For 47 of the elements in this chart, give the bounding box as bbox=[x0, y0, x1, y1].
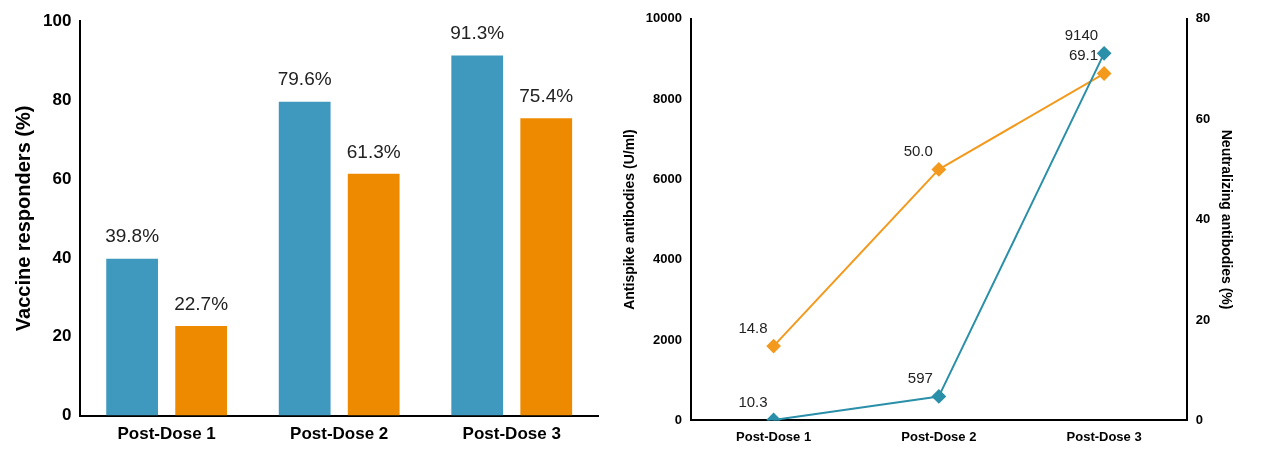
bar bbox=[347, 173, 400, 416]
x-tick-label: Post-Dose 3 bbox=[1066, 428, 1142, 444]
data-label: 69.1 bbox=[1068, 46, 1099, 64]
y-tick-label: 10000 bbox=[645, 10, 682, 26]
x-tick-label: Post-Dose 2 bbox=[901, 428, 977, 444]
bar bbox=[451, 55, 504, 416]
y2-tick-label: 20 bbox=[1195, 311, 1211, 327]
x-tick-label: Post-Dose 1 bbox=[117, 424, 216, 444]
data-label: 22.7% bbox=[174, 292, 229, 314]
y-axis-title: Vaccine responders (%) bbox=[11, 105, 34, 332]
data-label: 10.3 bbox=[738, 392, 768, 410]
y-tick-label: 40 bbox=[52, 247, 72, 267]
point bbox=[1097, 66, 1112, 81]
y2-axis-title: Neutralizing antibodies (%) bbox=[1218, 129, 1235, 310]
bar bbox=[106, 258, 159, 416]
y-tick-label: 0 bbox=[61, 405, 72, 425]
y-tick-label: 20 bbox=[52, 326, 72, 346]
y2-tick-label: 40 bbox=[1195, 211, 1211, 227]
bar bbox=[175, 326, 228, 416]
y-tick-label: 0 bbox=[674, 411, 682, 427]
data-label: 79.6% bbox=[277, 68, 332, 90]
y2-tick-label: 60 bbox=[1195, 110, 1211, 126]
y-tick-label: 4000 bbox=[653, 251, 682, 267]
y-tick-label: 80 bbox=[52, 89, 72, 109]
data-label: 91.3% bbox=[450, 22, 505, 44]
data-label: 9140 bbox=[1064, 25, 1099, 43]
y-axis-title: Antispike antibodies (U/ml) bbox=[621, 129, 638, 310]
x-tick-label: Post-Dose 2 bbox=[290, 424, 389, 444]
y-tick-label: 100 bbox=[42, 10, 72, 30]
x-tick-label: Post-Dose 1 bbox=[736, 428, 812, 444]
data-label: 39.8% bbox=[105, 225, 160, 247]
y-tick-label: 8000 bbox=[653, 90, 682, 106]
data-label: 61.3% bbox=[346, 140, 401, 162]
y2-tick-label: 0 bbox=[1195, 411, 1203, 427]
data-label: 14.8 bbox=[738, 318, 768, 336]
y-tick-label: 6000 bbox=[653, 171, 682, 187]
bar bbox=[278, 101, 331, 416]
y2-tick-label: 80 bbox=[1195, 10, 1211, 26]
data-label: 50.0 bbox=[903, 142, 933, 160]
point bbox=[766, 339, 781, 354]
y-tick-label: 2000 bbox=[653, 331, 682, 347]
bar bbox=[520, 118, 573, 416]
y-tick-label: 60 bbox=[52, 168, 72, 188]
data-label: 75.4% bbox=[519, 84, 574, 106]
data-label: 597 bbox=[907, 369, 933, 387]
x-tick-label: Post-Dose 3 bbox=[462, 424, 561, 444]
point bbox=[931, 162, 946, 177]
